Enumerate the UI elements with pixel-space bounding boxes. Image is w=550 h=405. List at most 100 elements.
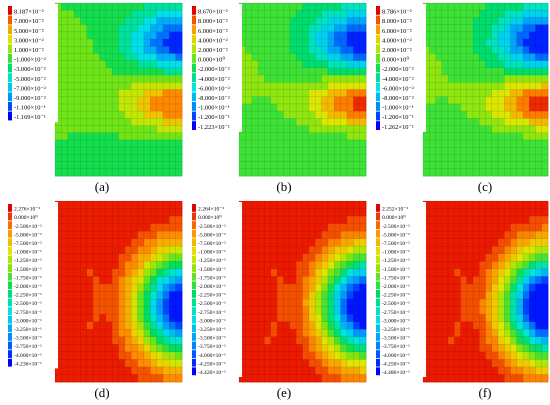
contour-cell [334,67,341,76]
contour-cell [454,351,461,360]
contour-cell [150,201,157,209]
contour-cell [131,261,138,270]
contour-cell [541,154,549,162]
contour-cell [80,351,88,360]
legend-label: -1.250×10⁻¹ [382,258,410,264]
contour-cell [296,208,303,217]
contour-cell [131,96,138,105]
contour-cell [118,276,126,285]
contour-cell [93,132,100,141]
contour-cell [359,336,367,345]
contour-cell [80,276,88,285]
contour-cell [137,125,145,134]
contour-cell [99,118,107,126]
contour-cell [541,125,549,134]
contour-cell [491,139,499,148]
contour-cell [277,96,284,105]
contour-cell [258,31,265,40]
contour-cell [460,132,468,141]
contour-cell [67,154,75,162]
contour-cell [264,17,272,26]
contour-cell [118,125,126,134]
contour-cell [277,168,284,177]
contour-cell [535,208,543,217]
contour-cell [156,314,164,323]
contour-cell [74,53,81,62]
contour-cell [479,253,486,262]
contour-cell [485,276,493,285]
contour-cell [162,268,170,277]
contour-cell [466,329,474,338]
contour-cell [485,314,493,323]
contour-cell [270,261,278,270]
legend-label: -2.500×10⁻² [198,224,226,230]
legend-swatch [192,25,196,34]
contour-cell [302,132,310,141]
legend-label: -1.000×10⁻² [14,57,46,64]
contour-cell [308,208,316,217]
contour-cell [61,299,69,307]
contour-cell [55,67,62,76]
contour-cell [346,299,354,307]
contour-cell [277,291,284,300]
contour-cell [143,344,151,353]
contour-cell [359,24,367,33]
legend-label: -5.000×10⁻² [14,76,46,83]
contour-cell [175,216,183,225]
contour-cell [55,53,62,62]
contour-cell [245,253,253,262]
contour-cell [55,253,62,262]
legend-label: -1.500×10⁻¹ [198,267,226,273]
contour-cell [239,246,246,255]
contour-cell [435,39,443,47]
legend-swatch [376,298,380,307]
contour-cell [423,24,430,33]
contour-cell [124,336,132,345]
contour-cell [529,216,536,225]
contour-cell [454,344,461,353]
contour-cell [523,299,530,307]
contour-cell [510,246,518,255]
contour-cell [61,96,69,105]
contour-cell [429,125,436,134]
contour-cell [516,329,524,338]
contour-cell [302,53,310,62]
contour-cell [80,60,88,69]
contour-cell [86,161,94,170]
contour-cell [498,231,505,240]
contour-cell [321,46,329,54]
contour-cell [346,89,354,98]
contour-cell [156,299,164,307]
contour-cell [61,118,69,126]
contour-cell [473,39,480,47]
contour-cell [105,3,113,11]
contour-cell [308,154,316,162]
contour-cell [61,31,69,40]
contour-cell [239,351,246,360]
contour-cell [124,3,132,11]
contour-cell [143,268,151,277]
legend-swatch [192,15,196,25]
contour-cell [302,223,310,232]
contour-cell [93,314,100,323]
contour-cell [118,208,126,217]
contour-cell [169,111,177,119]
contour-cell [93,321,100,330]
contour-cell [296,283,303,292]
contour-cell [441,103,449,112]
contour-cell [466,46,474,54]
contour-cell [156,359,164,368]
contour-cell [245,89,253,98]
contour-cell [118,216,126,225]
contour-cell [448,139,455,148]
contour-cell [466,89,474,98]
contour-cell [124,321,132,330]
contour-cell [124,60,132,69]
contour-cell [423,344,430,353]
contour-cell [315,75,322,83]
contour-cell [175,118,183,126]
contour-cell [245,314,253,323]
contour-cell [270,3,278,11]
contour-cell [460,111,468,119]
contour-cell [504,268,511,277]
